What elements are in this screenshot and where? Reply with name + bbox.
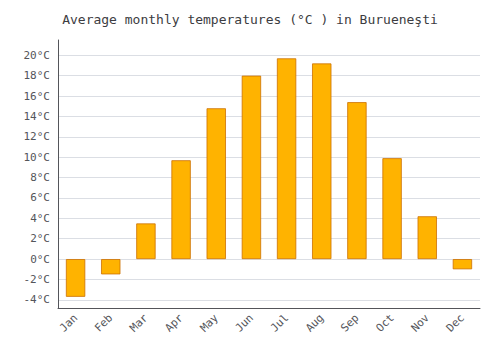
svg-text:Sep: Sep <box>338 311 361 334</box>
svg-text:8°C: 8°C <box>30 171 50 184</box>
svg-text:Oct: Oct <box>373 311 396 334</box>
svg-text:0°C: 0°C <box>30 253 50 266</box>
svg-text:6°C: 6°C <box>30 191 50 204</box>
svg-text:Jan: Jan <box>57 311 80 334</box>
svg-text:-2°C: -2°C <box>24 273 51 286</box>
svg-text:14°C: 14°C <box>24 110 51 123</box>
svg-text:Jul: Jul <box>268 311 291 334</box>
svg-text:10°C: 10°C <box>24 151 51 164</box>
svg-text:Average monthly temperatures (: Average monthly temperatures (°C ) in Bu… <box>62 12 438 27</box>
svg-text:Apr: Apr <box>162 311 185 334</box>
svg-text:-4°C: -4°C <box>24 293 51 306</box>
svg-text:18°C: 18°C <box>24 69 51 82</box>
svg-text:Dec: Dec <box>444 311 467 334</box>
svg-text:2°C: 2°C <box>30 232 50 245</box>
svg-text:20°C: 20°C <box>24 49 51 62</box>
svg-text:4°C: 4°C <box>30 212 50 225</box>
svg-text:Jun: Jun <box>233 311 256 334</box>
svg-text:16°C: 16°C <box>24 90 51 103</box>
svg-text:Aug: Aug <box>303 311 326 334</box>
svg-text:Nov: Nov <box>409 311 432 334</box>
svg-text:12°C: 12°C <box>24 130 51 143</box>
svg-text:May: May <box>198 311 221 334</box>
svg-text:Mar: Mar <box>127 311 150 334</box>
svg-text:Feb: Feb <box>92 311 115 334</box>
